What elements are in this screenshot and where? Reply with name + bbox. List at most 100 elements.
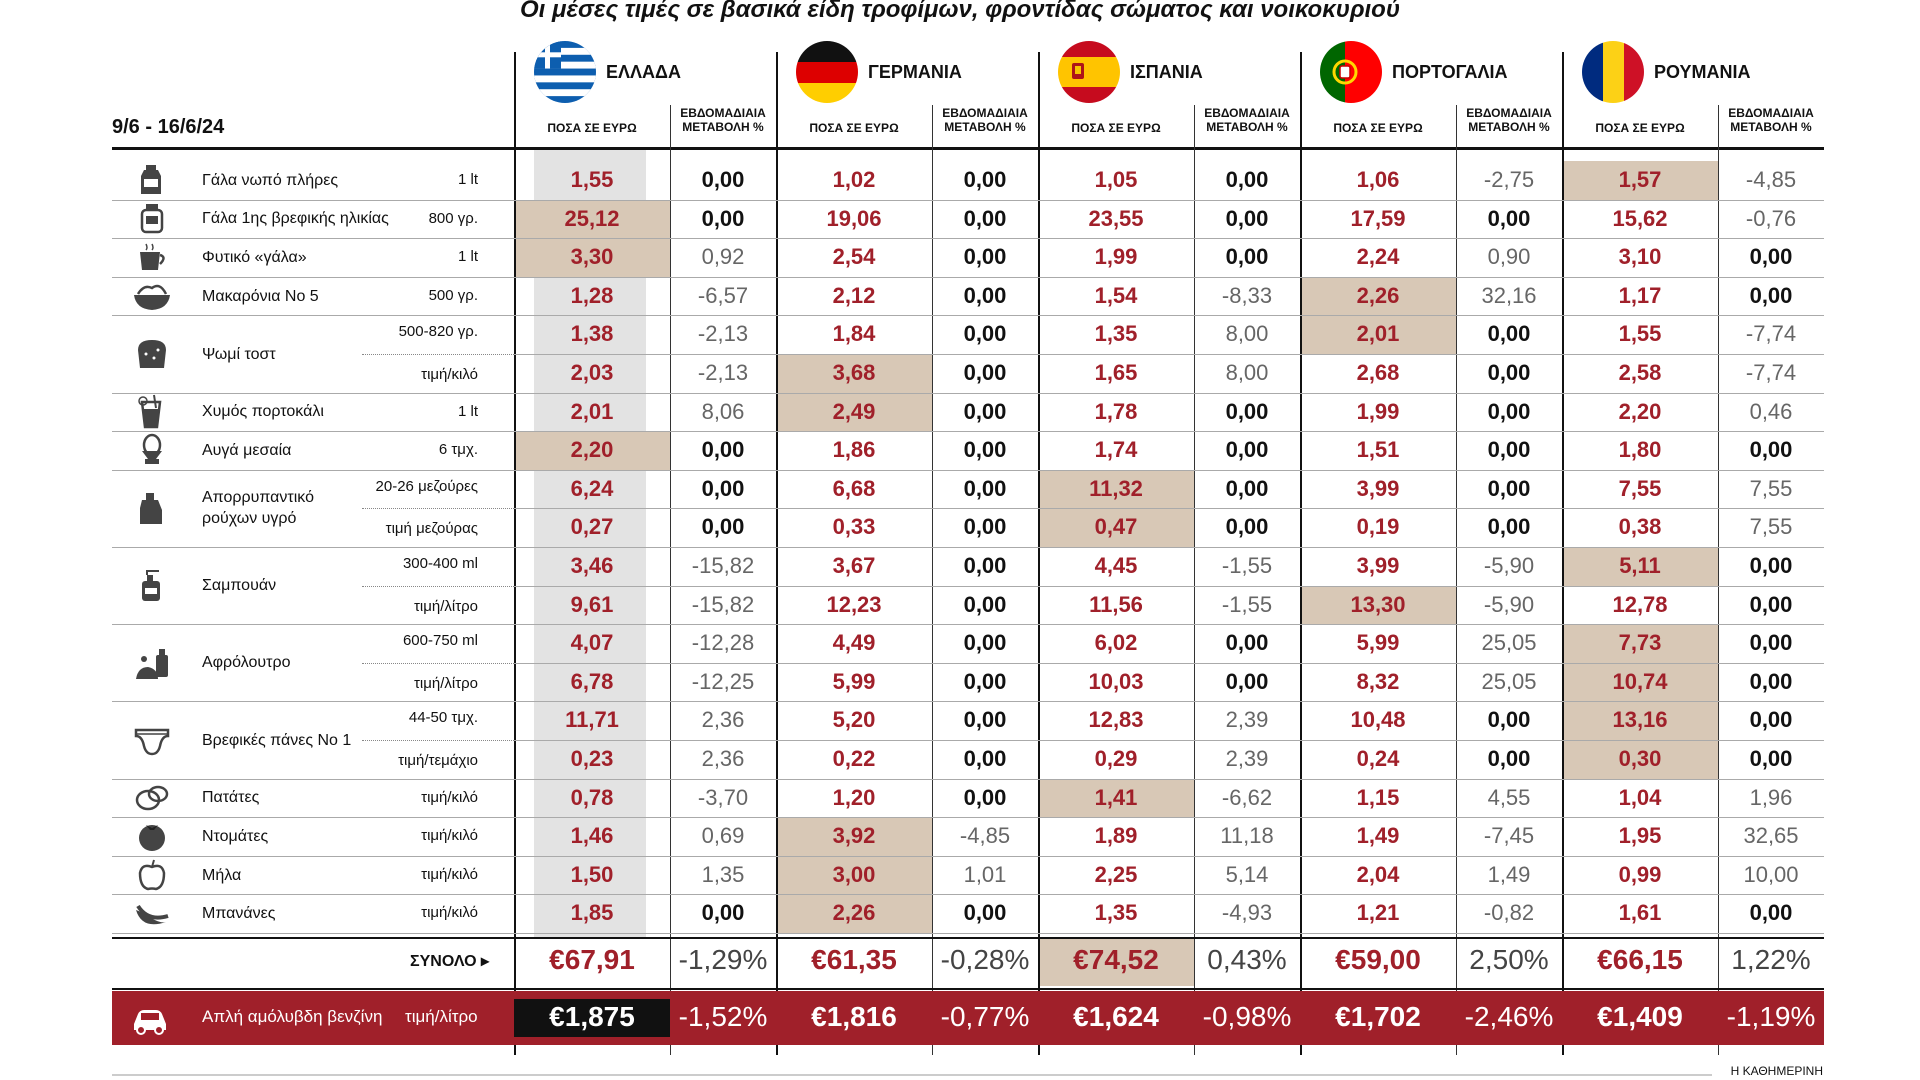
row-divider bbox=[514, 662, 1824, 664]
change-value: 11,18 bbox=[1220, 823, 1274, 849]
price-value: 1,57 bbox=[1618, 167, 1662, 192]
price-value: 0,23 bbox=[570, 746, 614, 771]
egg-cup-icon bbox=[132, 433, 172, 467]
row-divider bbox=[112, 238, 1824, 240]
price-value: 0,30 bbox=[1618, 746, 1662, 771]
highlight-cell bbox=[1562, 740, 1718, 779]
change-value: 0,00 bbox=[1749, 630, 1793, 656]
product-unit: 1 lt bbox=[457, 171, 478, 188]
row-divider bbox=[514, 508, 1824, 510]
change-value: 0,00 bbox=[963, 668, 1007, 694]
change-value: 0,00 bbox=[1749, 553, 1793, 578]
price-value: 1,06 bbox=[1356, 167, 1400, 192]
change-label-line1: ΕΒΔΟΜΑΔΙΑΙΑ bbox=[680, 106, 766, 120]
change-value: 0,00 bbox=[1225, 475, 1269, 501]
change-value: 0,00 bbox=[1487, 205, 1531, 231]
change-value: 0,00 bbox=[963, 398, 1007, 424]
product-unit: 1 lt bbox=[457, 248, 478, 266]
column-divider bbox=[514, 52, 516, 1055]
price-value: 1,55 bbox=[1618, 321, 1662, 347]
row-divider-dotted bbox=[362, 508, 514, 510]
product-unit: τιμή/κιλό bbox=[421, 865, 478, 883]
product-unit: τιμή/κιλό bbox=[421, 366, 478, 383]
price-value: 5,99 bbox=[1356, 630, 1400, 656]
change-value: 0,00 bbox=[1225, 205, 1269, 231]
change-value: 0,00 bbox=[701, 900, 745, 926]
price-value: 1,51 bbox=[1356, 437, 1400, 463]
product-name: Βρεφικές πάνες Νο 1 bbox=[202, 731, 352, 749]
change-value: 32,16 bbox=[1481, 282, 1537, 308]
change-value: 8,00 bbox=[1225, 321, 1269, 347]
price-value: 0,24 bbox=[1356, 746, 1400, 771]
price-value: 1,80 bbox=[1618, 437, 1662, 463]
highlight-cell bbox=[514, 431, 670, 470]
price-value: 1,65 bbox=[1094, 360, 1138, 385]
highlight-cell bbox=[1300, 276, 1456, 316]
change-value: -0,82 bbox=[1483, 900, 1535, 926]
cup-icon bbox=[132, 240, 172, 274]
change-value: 1,96 bbox=[1749, 784, 1793, 810]
row-divider bbox=[112, 199, 1824, 201]
subcolumn-divider bbox=[670, 105, 671, 1055]
change-label-line2: ΜΕΤΑΒΟΛΗ % bbox=[682, 120, 764, 134]
product-name: Αφρόλουτρο bbox=[202, 654, 291, 672]
change-value: 0,00 bbox=[1749, 746, 1793, 771]
change-column-label: ΕΒΔΟΜΑΔΙΑΙΑ ΜΕΤΑΒΟΛΗ % bbox=[1456, 106, 1562, 134]
change-value: -7,45 bbox=[1483, 823, 1535, 849]
price-value: 0,38 bbox=[1618, 514, 1662, 540]
column-divider bbox=[1300, 52, 1302, 1055]
change-label-line1: ΕΒΔΟΜΑΔΙΑΙΑ bbox=[1728, 106, 1814, 120]
change-value: -2,75 bbox=[1483, 167, 1535, 192]
change-value: 0,46 bbox=[1749, 398, 1793, 424]
price-column-label: ΠΟΣΑ ΣΕ ΕΥΡΩ bbox=[547, 121, 637, 135]
country-name: ΙΣΠΑΝΙΑ bbox=[1130, 62, 1203, 82]
price-value: 0,99 bbox=[1618, 861, 1662, 887]
change-value: 0,00 bbox=[1487, 707, 1531, 733]
change-value: -8,33 bbox=[1221, 282, 1273, 308]
change-value: -2,13 bbox=[697, 321, 749, 347]
change-value: 0,00 bbox=[1487, 360, 1531, 385]
price-value: 4,07 bbox=[570, 630, 614, 656]
product-unit: 600-750 ml bbox=[402, 632, 478, 650]
fuel-price: €1,875 bbox=[549, 1001, 635, 1032]
change-value: 0,00 bbox=[701, 475, 745, 501]
price-value: 2,58 bbox=[1618, 360, 1662, 385]
highlight-cell bbox=[776, 894, 932, 933]
change-value: 0,00 bbox=[963, 360, 1007, 385]
change-value: -5,90 bbox=[1483, 553, 1535, 578]
change-value: 1,49 bbox=[1487, 861, 1531, 887]
highlight-cell bbox=[1562, 161, 1718, 200]
change-value: 8,06 bbox=[701, 398, 745, 424]
product-name: Ντομάτες bbox=[202, 828, 269, 845]
price-value: 11,56 bbox=[1089, 591, 1143, 617]
highlight-cell bbox=[1562, 547, 1718, 586]
price-value: 2,03 bbox=[570, 360, 614, 385]
bottom-rule bbox=[112, 1074, 1712, 1076]
highlight-cell bbox=[514, 238, 670, 277]
price-value: 1,35 bbox=[1094, 900, 1138, 926]
change-value: -1,55 bbox=[1221, 553, 1273, 578]
change-value: 8,00 bbox=[1225, 360, 1269, 385]
bread-icon bbox=[132, 336, 172, 370]
diaper-icon bbox=[132, 722, 172, 756]
price-value: 15,62 bbox=[1612, 205, 1668, 231]
change-value: 0,00 bbox=[1225, 244, 1269, 270]
change-value: -12,25 bbox=[691, 668, 755, 694]
price-value: 1,20 bbox=[832, 784, 876, 810]
product-unit: 44-50 τμχ. bbox=[408, 709, 478, 727]
price-value: 4,49 bbox=[832, 630, 876, 656]
price-value: 3,68 bbox=[832, 360, 876, 385]
product-unit: τιμή/λίτρο bbox=[413, 674, 478, 692]
row-divider bbox=[514, 354, 1824, 355]
fuel-change: -0,98% bbox=[1202, 1001, 1292, 1032]
price-value: 1,35 bbox=[1094, 321, 1138, 347]
change-value: 0,00 bbox=[1487, 398, 1531, 424]
price-value: 13,16 bbox=[1612, 707, 1668, 733]
change-value: 0,00 bbox=[701, 437, 745, 463]
row-divider bbox=[112, 547, 1824, 548]
subcolumn-divider bbox=[1456, 105, 1457, 1055]
row-divider bbox=[112, 701, 1824, 703]
highlight-cell bbox=[1038, 938, 1194, 986]
change-value: 0,00 bbox=[701, 167, 745, 192]
change-label-line1: ΕΒΔΟΜΑΔΙΑΙΑ bbox=[1466, 106, 1552, 120]
